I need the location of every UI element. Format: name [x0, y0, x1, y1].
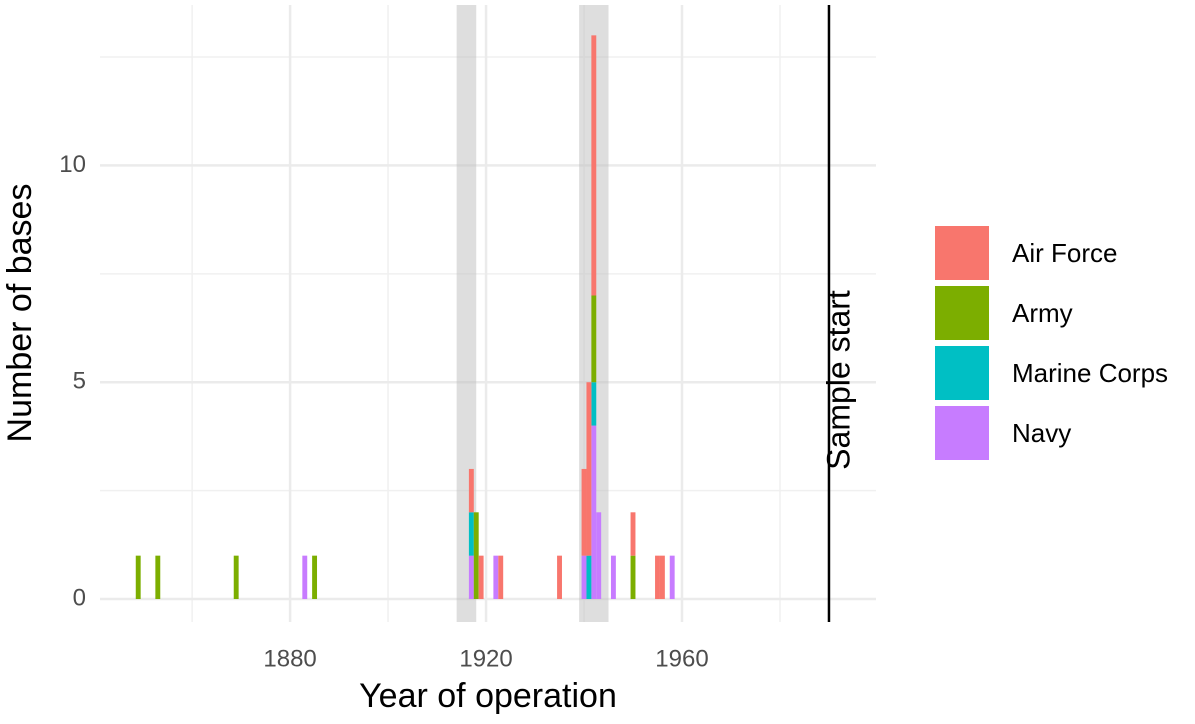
bar: [591, 425, 597, 600]
bar: [498, 555, 504, 600]
bar: [468, 512, 474, 556]
bar: [659, 555, 665, 600]
legend-key: [935, 226, 989, 280]
bar: [468, 468, 474, 513]
x-axis-title: Year of operation: [359, 677, 617, 715]
y-tick-label: 0: [73, 584, 86, 611]
legend-key: [935, 286, 989, 340]
bar: [591, 295, 597, 383]
bar: [630, 512, 636, 556]
bar: [557, 555, 562, 600]
bar: [669, 555, 675, 600]
legend-label: Navy: [1012, 418, 1071, 448]
bar: [591, 382, 597, 426]
bar: [591, 35, 597, 296]
bar: [468, 555, 474, 600]
bar: [155, 555, 161, 600]
legend-label: Army: [1012, 298, 1073, 328]
reference-label: Sample start: [820, 290, 856, 470]
legend-key: [935, 346, 989, 400]
y-tick-label: 10: [59, 151, 86, 178]
bar: [312, 555, 318, 600]
legend-key: [935, 406, 989, 460]
bar: [581, 555, 587, 600]
x-tick-label: 1920: [459, 645, 512, 672]
shaded-period: [456, 5, 477, 622]
bar: [586, 382, 592, 556]
y-axis-title: Number of bases: [1, 184, 39, 443]
y-tick-label: 5: [73, 368, 86, 395]
bar: [586, 555, 592, 600]
legend-label: Air Force: [1012, 238, 1117, 268]
bar: [302, 555, 308, 600]
bar: [473, 512, 479, 600]
bar: [581, 468, 587, 556]
bar: [655, 555, 660, 600]
bar: [610, 555, 616, 600]
bar: [493, 555, 499, 600]
legend-label: Marine Corps: [1012, 358, 1168, 388]
x-tick-label: 1960: [655, 645, 708, 672]
bar: [630, 555, 636, 600]
x-tick-label: 1880: [263, 645, 316, 672]
bar: [596, 512, 602, 600]
bar: [478, 555, 484, 600]
bar: [135, 555, 141, 600]
bar: [233, 555, 239, 600]
